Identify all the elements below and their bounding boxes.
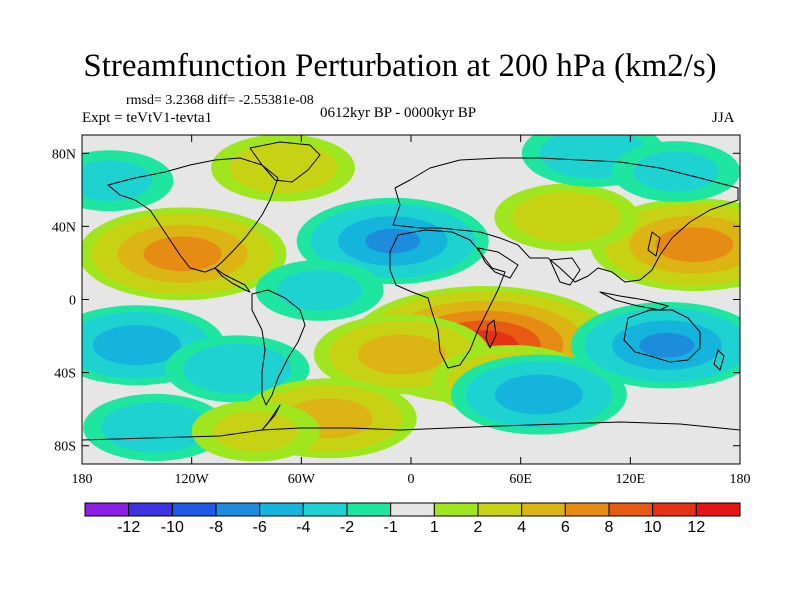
colorbar-box-1: [128, 502, 173, 517]
contour-level-7-6: [639, 332, 695, 358]
coastline-antarctica: [82, 421, 740, 441]
colorbar-label-8: 2: [474, 519, 483, 536]
contour-map: [82, 135, 740, 464]
anomaly-15: [255, 259, 384, 321]
contour-level-17-2: [101, 402, 210, 453]
contour-fill-layers: [82, 135, 740, 462]
colorbar-label-9: 4: [517, 519, 526, 536]
coastline-eurasia: [392, 157, 739, 283]
colorbar-label-5: -2: [340, 519, 354, 536]
colorbar-label-2: -8: [209, 519, 223, 536]
colorbar-label-0: -12: [117, 519, 140, 536]
anomaly-6: [82, 207, 287, 301]
coastline-new-zealand: [713, 349, 725, 371]
colorbar-label-4: -4: [296, 519, 310, 536]
colorbar-box-2: [171, 502, 217, 517]
colorbar-label-3: -6: [253, 519, 267, 536]
coastline-japan: [647, 231, 661, 257]
y-tick-label-4: 80S: [54, 440, 76, 455]
colorbar-label-6: -1: [384, 519, 398, 536]
period-label: 0612kyr BP - 0000kyr BP: [320, 105, 477, 121]
colorbar-box-6: [346, 502, 392, 517]
colorbar: -12 -10 -8 -6 -4 -2 -1 1 2 4 6 8 10 12: [84, 502, 741, 536]
colorbar-box-8: [433, 502, 479, 517]
coastline-indonesia: [599, 291, 669, 311]
y-axis: 80N 40N 0 40S 80S: [52, 147, 740, 455]
colorbar-box-14: [695, 502, 741, 517]
colorbar-label-13: 12: [687, 519, 705, 536]
coastlines: [82, 141, 740, 441]
colorbar-box-11: [564, 502, 610, 517]
anomaly-5: [590, 198, 740, 292]
colorbar-box-9: [477, 502, 523, 517]
x-tick-label-1: 120W: [175, 472, 210, 487]
contour-level-11-2: [229, 142, 338, 194]
experiment-label: Expt = teVtV1-tevta1: [82, 110, 213, 126]
colorbar-box-13: [652, 502, 697, 517]
colorbar-box-12: [608, 502, 654, 517]
y-tick-label-3: 40S: [54, 367, 76, 382]
coastline-greenland: [249, 141, 321, 183]
colorbar-box-4: [259, 502, 304, 517]
anomaly-11: [211, 135, 356, 202]
contour-level-10-2: [512, 192, 621, 243]
contour-level-3-6: [365, 228, 421, 254]
colorbar-label-1: -10: [161, 519, 184, 536]
anomaly-7: [570, 302, 740, 389]
contour-level-8-4: [92, 325, 181, 366]
contour-level-14-2: [82, 160, 153, 201]
chart-title: Streamfunction Perturbation at 200 hPa (…: [83, 48, 717, 84]
coastline-arabia: [477, 247, 519, 279]
colorbar-box-5: [302, 502, 348, 517]
x-tick-label-3: 0: [408, 472, 415, 487]
x-tick-label-5: 120E: [616, 472, 646, 487]
y-tick-label-0: 80N: [52, 147, 76, 162]
coastline-central-america: [214, 267, 251, 293]
coastline-antarctic-peninsula: [261, 404, 281, 431]
colorbar-box-0: [84, 502, 130, 517]
contour-level-4-4: [494, 374, 583, 415]
coastline-south-america: [251, 289, 306, 406]
anomaly-9: [165, 335, 310, 403]
anomaly-14: [82, 150, 174, 212]
contour-level-1-4: [357, 334, 446, 375]
coastline-north-america: [107, 157, 279, 273]
colorbar-label-12: 10: [644, 519, 662, 536]
anomaly-4: [450, 354, 627, 435]
season-label: JJA: [712, 110, 735, 126]
colorbar-label-7: 1: [430, 519, 439, 536]
colorbar-box-7: [390, 502, 435, 517]
colorbar-box-10: [521, 502, 566, 517]
colorbar-box-3: [215, 502, 261, 517]
colorbar-label-11: 8: [605, 519, 614, 536]
x-tick-label-6: 180: [730, 472, 751, 487]
colorbar-label-10: 6: [561, 519, 570, 536]
x-tick-label-2: 60W: [288, 472, 316, 487]
rmsd-diff-label: rmsd= 3.2368 diff= -2.55381e-08: [126, 93, 314, 108]
y-tick-label-2: 0: [69, 294, 76, 309]
anomaly-17: [83, 393, 228, 462]
x-axis: 180 120W 60W 0 60E 120E 180: [72, 135, 751, 487]
coastline-australia: [623, 309, 701, 363]
coastline-madagascar: [485, 319, 497, 349]
y-tick-label-1: 40N: [52, 220, 76, 235]
contour-level-15-2: [276, 270, 363, 311]
contour-level-6-6: [143, 236, 222, 272]
x-tick-label-0: 180: [72, 472, 93, 487]
coastline-india: [549, 257, 581, 286]
x-tick-label-4: 60E: [509, 472, 532, 487]
coastline-africa: [389, 229, 506, 369]
anomaly-10: [494, 183, 639, 251]
